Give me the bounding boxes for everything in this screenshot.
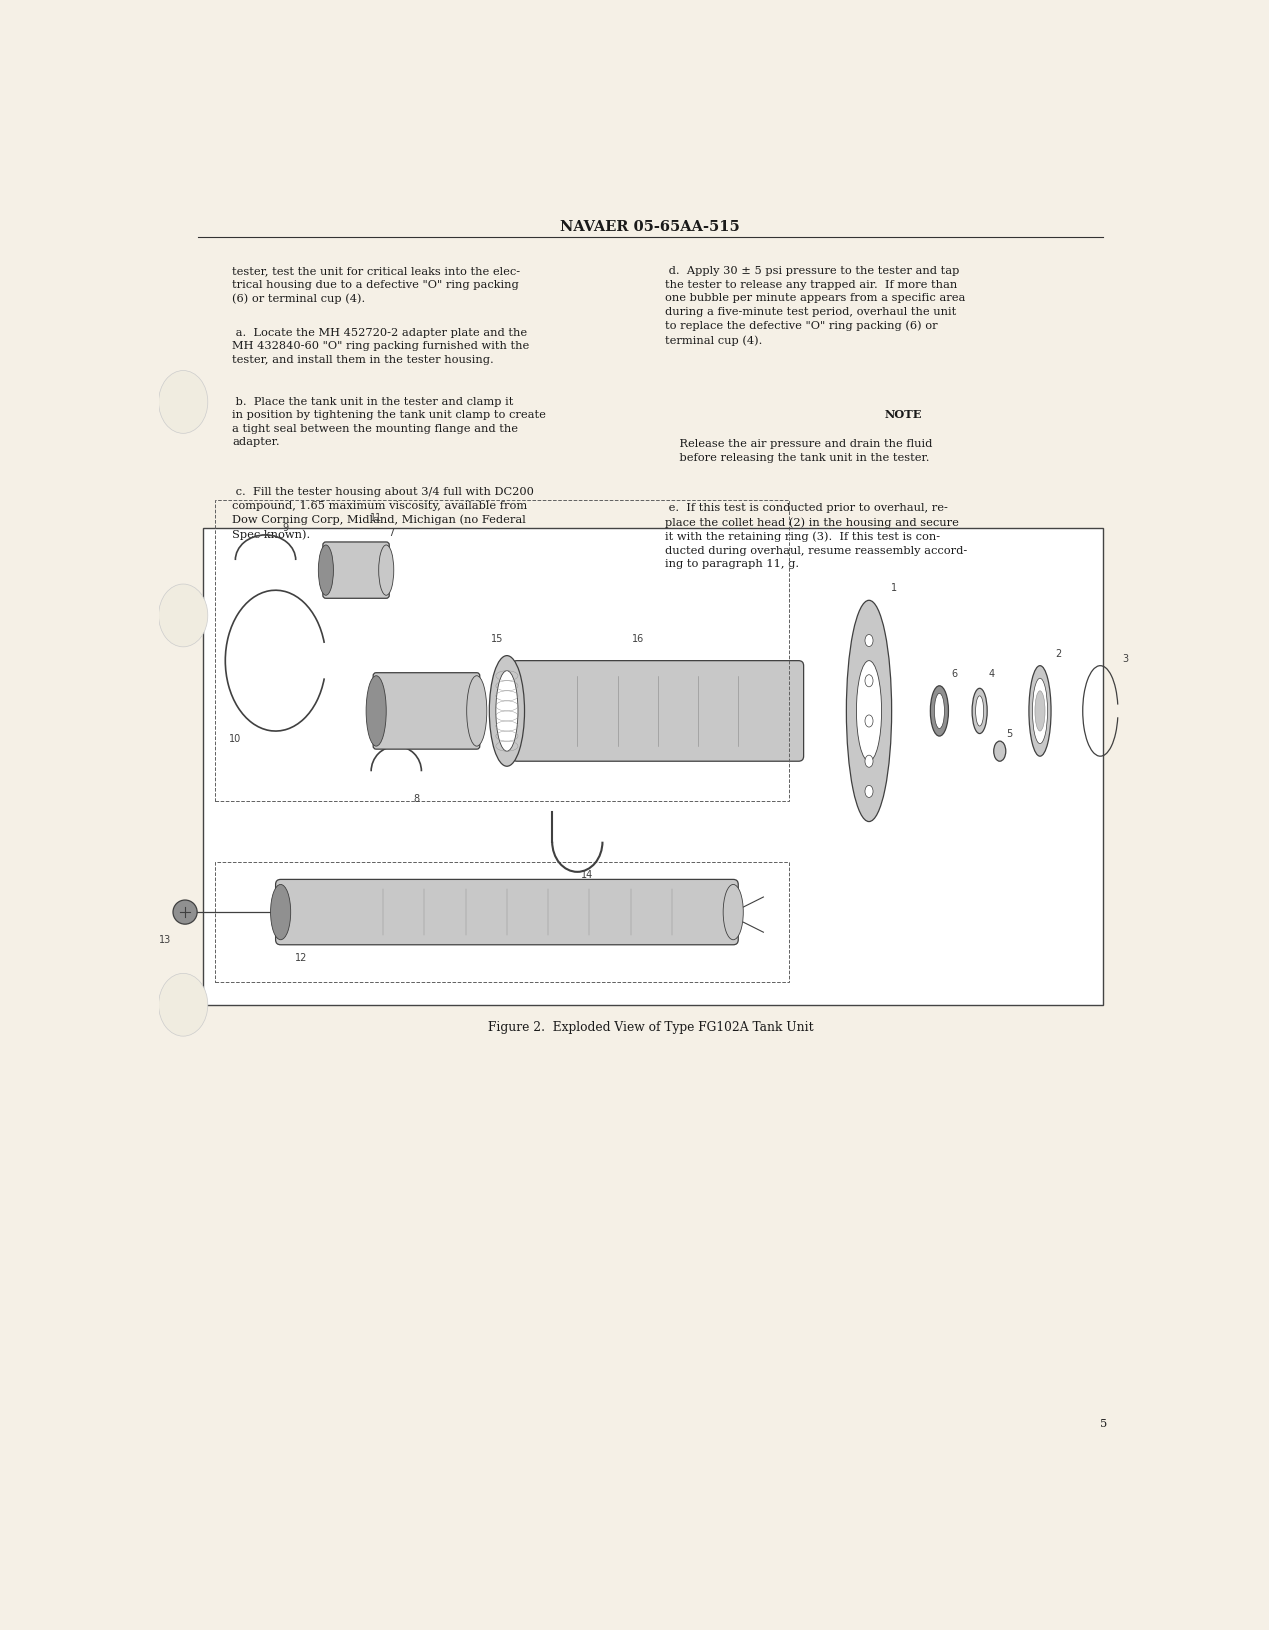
Text: b.  Place the tank unit in the tester and clamp it
in position by tightening the: b. Place the tank unit in the tester and… xyxy=(232,396,546,447)
Text: NOTE: NOTE xyxy=(884,409,921,421)
Ellipse shape xyxy=(994,742,1006,761)
Ellipse shape xyxy=(976,696,983,727)
Ellipse shape xyxy=(865,675,873,688)
Circle shape xyxy=(173,900,197,924)
Ellipse shape xyxy=(378,546,393,597)
FancyBboxPatch shape xyxy=(373,673,480,750)
FancyBboxPatch shape xyxy=(322,543,390,598)
Circle shape xyxy=(159,585,208,647)
Ellipse shape xyxy=(723,885,744,941)
Ellipse shape xyxy=(846,601,892,822)
Text: 4: 4 xyxy=(989,668,995,678)
Text: 15: 15 xyxy=(491,632,503,644)
Bar xyxy=(203,528,1103,1006)
Ellipse shape xyxy=(865,716,873,727)
Text: d.  Apply 30 ± 5 psi pressure to the tester and tap
the tester to release any tr: d. Apply 30 ± 5 psi pressure to the test… xyxy=(665,266,966,346)
Text: 5: 5 xyxy=(1006,729,1013,738)
Ellipse shape xyxy=(857,662,882,761)
Text: Figure 2.  Exploded View of Type FG102A Tank Unit: Figure 2. Exploded View of Type FG102A T… xyxy=(487,1020,813,1033)
Text: 11: 11 xyxy=(371,512,382,523)
Ellipse shape xyxy=(930,686,948,737)
Ellipse shape xyxy=(1033,678,1047,745)
FancyBboxPatch shape xyxy=(275,880,739,945)
Text: 6: 6 xyxy=(952,668,958,678)
Text: 16: 16 xyxy=(632,632,643,644)
Ellipse shape xyxy=(319,546,334,597)
Text: tester, test the unit for critical leaks into the elec-
trical housing due to a : tester, test the unit for critical leaks… xyxy=(232,266,520,303)
Text: 2: 2 xyxy=(1055,649,1061,659)
Ellipse shape xyxy=(972,689,987,734)
Text: 10: 10 xyxy=(230,734,241,743)
Ellipse shape xyxy=(270,885,291,941)
Ellipse shape xyxy=(1029,667,1051,756)
Circle shape xyxy=(159,973,208,1037)
Text: a.  Locate the MH 452720-2 adapter plate and the
MH 432840-60 "O" ring packing f: a. Locate the MH 452720-2 adapter plate … xyxy=(232,328,529,365)
Bar xyxy=(216,500,788,802)
Text: 1: 1 xyxy=(891,584,897,593)
Ellipse shape xyxy=(1036,691,1044,732)
Text: 7: 7 xyxy=(388,528,395,538)
Text: 3: 3 xyxy=(1122,654,1128,663)
Ellipse shape xyxy=(865,786,873,799)
Text: 5: 5 xyxy=(1100,1418,1108,1428)
Text: 14: 14 xyxy=(581,869,594,879)
Ellipse shape xyxy=(367,676,386,747)
Text: c.  Fill the tester housing about 3/4 full with DC200
compound, 1.65 maximum vis: c. Fill the tester housing about 3/4 ful… xyxy=(232,487,534,540)
Ellipse shape xyxy=(934,694,944,729)
Text: e.  If this test is conducted prior to overhaul, re-
place the collet head (2) i: e. If this test is conducted prior to ov… xyxy=(665,504,967,569)
Ellipse shape xyxy=(865,636,873,647)
Circle shape xyxy=(159,372,208,434)
Text: 8: 8 xyxy=(414,794,420,804)
Ellipse shape xyxy=(467,676,487,747)
Text: Release the air pressure and drain the fluid
    before releasing the tank unit : Release the air pressure and drain the f… xyxy=(665,438,933,463)
Bar xyxy=(216,862,788,983)
FancyBboxPatch shape xyxy=(511,662,803,761)
Text: 12: 12 xyxy=(294,952,307,962)
Text: 9: 9 xyxy=(283,523,289,533)
Text: 13: 13 xyxy=(159,934,171,945)
Ellipse shape xyxy=(490,657,524,766)
Text: NAVAER 05-65AA-515: NAVAER 05-65AA-515 xyxy=(561,220,740,235)
Ellipse shape xyxy=(496,672,518,751)
Ellipse shape xyxy=(865,756,873,768)
